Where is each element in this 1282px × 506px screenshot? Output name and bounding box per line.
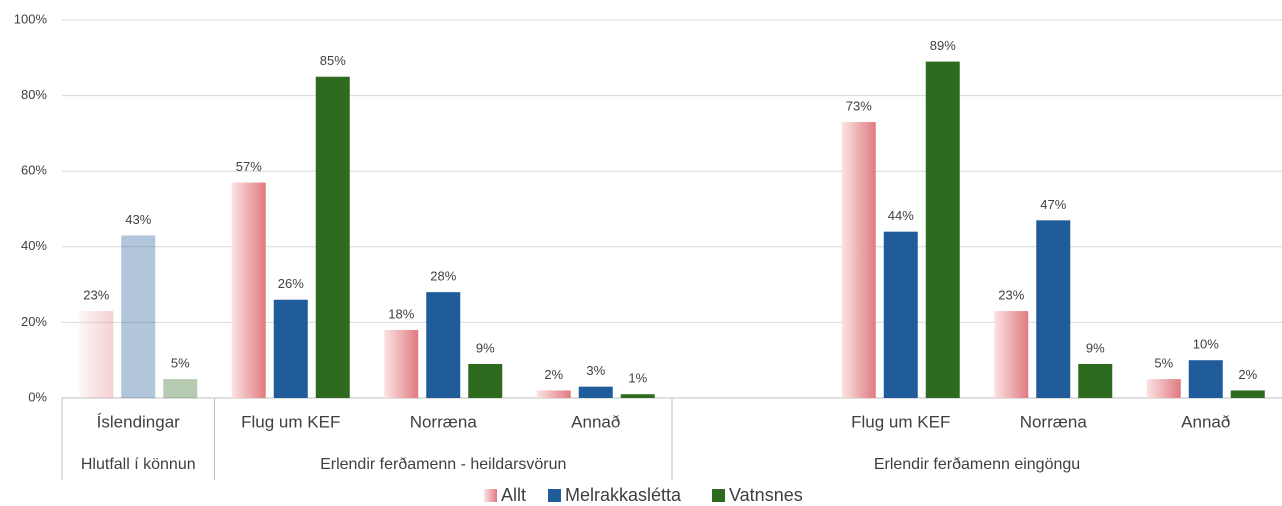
x-tick-label: Norræna	[410, 412, 478, 431]
bar	[578, 386, 613, 398]
x-tick-label: Norræna	[1020, 412, 1088, 431]
value-label: 57%	[236, 159, 262, 174]
legend-swatch	[712, 489, 725, 502]
bar	[315, 76, 350, 398]
bar	[536, 390, 571, 398]
bar	[925, 61, 960, 399]
legend-label: Vatnsnes	[729, 485, 803, 505]
y-tick-label: 40%	[21, 238, 47, 253]
x-tick-label: Flug um KEF	[241, 412, 340, 431]
bar	[79, 311, 114, 398]
value-label: 43%	[125, 212, 151, 227]
bar	[1146, 379, 1181, 398]
bar	[231, 182, 266, 398]
legend-swatch	[484, 489, 497, 502]
value-label: 2%	[1238, 367, 1257, 382]
bar	[994, 311, 1029, 398]
bar	[163, 379, 198, 398]
bar	[620, 394, 655, 398]
group-label: Erlendir ferðamenn - heildarsvörun	[320, 456, 566, 473]
bar	[468, 363, 503, 398]
value-label: 89%	[930, 38, 956, 53]
y-tick-label: 20%	[21, 314, 47, 329]
bar	[121, 235, 156, 398]
value-label: 73%	[846, 98, 872, 113]
bar	[1188, 360, 1223, 398]
value-label: 28%	[430, 269, 456, 284]
value-label: 23%	[998, 287, 1024, 302]
bar	[384, 329, 419, 398]
x-tick-label: Íslendingar	[97, 412, 181, 431]
value-label: 9%	[1086, 340, 1105, 355]
value-label: 1%	[628, 371, 647, 386]
bar	[426, 292, 461, 398]
legend-label: Allt	[501, 485, 526, 505]
y-tick-label: 100%	[14, 11, 48, 26]
bar	[883, 231, 918, 398]
x-tick-label: Annað	[571, 412, 620, 431]
bar	[273, 299, 308, 398]
value-label: 44%	[888, 208, 914, 223]
y-tick-label: 80%	[21, 87, 47, 102]
value-label: 18%	[388, 306, 414, 321]
value-label: 5%	[1154, 356, 1173, 371]
x-tick-label: Flug um KEF	[851, 412, 950, 431]
bar	[1036, 220, 1071, 398]
value-label: 47%	[1040, 197, 1066, 212]
value-label: 9%	[476, 340, 495, 355]
legend-label: Melrakkaslétta	[565, 485, 682, 505]
y-tick-label: 60%	[21, 163, 47, 178]
value-label: 3%	[586, 363, 605, 378]
bar	[841, 122, 876, 398]
legend-swatch	[548, 489, 561, 502]
value-label: 2%	[544, 367, 563, 382]
group-label: Erlendir ferðamenn eingöngu	[874, 456, 1080, 473]
x-tick-label: Annað	[1181, 412, 1230, 431]
group-label: Hlutfall í könnun	[81, 456, 196, 473]
y-tick-label: 0%	[28, 389, 47, 404]
value-label: 23%	[83, 287, 109, 302]
value-label: 5%	[171, 356, 190, 371]
bar	[1230, 390, 1265, 398]
value-label: 85%	[320, 53, 346, 68]
value-label: 26%	[278, 276, 304, 291]
value-label: 10%	[1193, 337, 1219, 352]
bar	[1078, 363, 1113, 398]
